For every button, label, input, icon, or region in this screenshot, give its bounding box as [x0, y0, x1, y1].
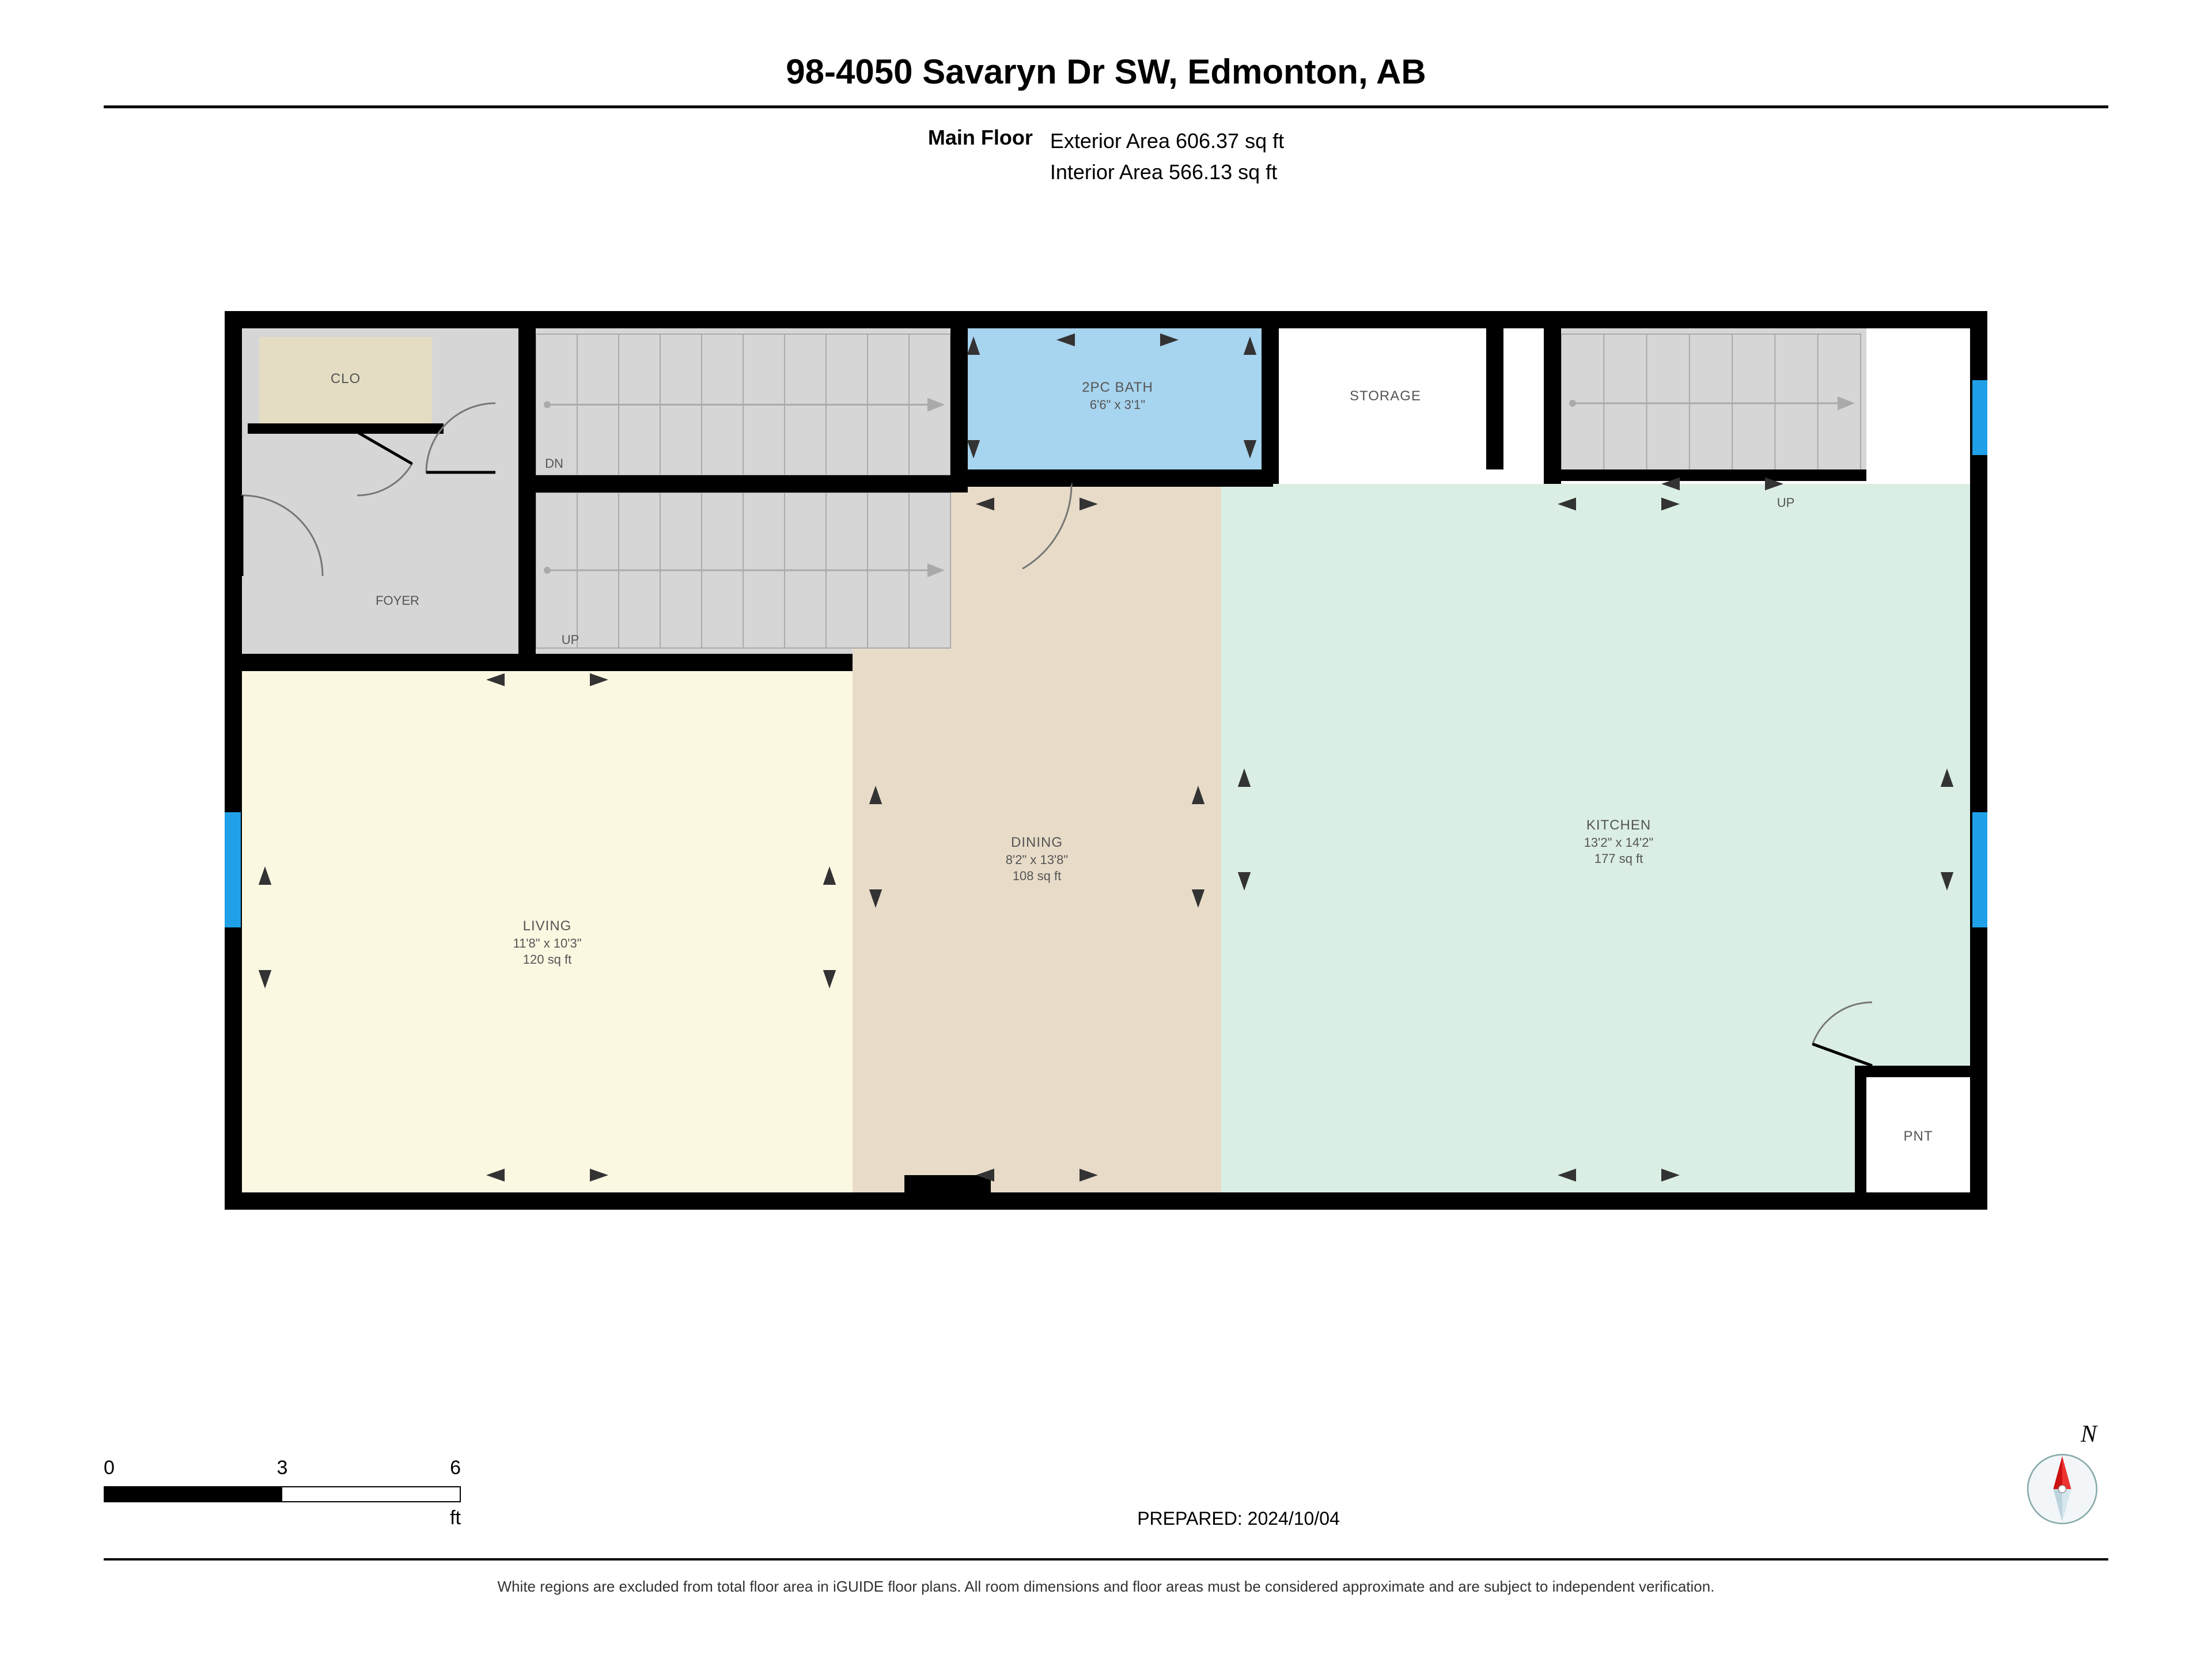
compass-n-label: N [2016, 1421, 2108, 1448]
svg-text:177 sq ft: 177 sq ft [1594, 851, 1643, 866]
footer: 0 3 6 ft PREPARED: 2024/10/04 N [0, 1421, 2212, 1596]
svg-text:CLO: CLO [331, 371, 361, 387]
scale-tick-2: 6 [450, 1457, 461, 1479]
floor-label: Main Floor [928, 126, 1033, 188]
svg-text:UP: UP [562, 632, 579, 647]
svg-text:PNT: PNT [1904, 1128, 1933, 1144]
svg-text:DN: DN [545, 456, 563, 471]
svg-text:108 sq ft: 108 sq ft [1013, 869, 1061, 883]
scale-tick-1: 3 [277, 1457, 288, 1479]
svg-text:13'2" x 14'2": 13'2" x 14'2" [1584, 835, 1654, 850]
floor-plan: LIVING 11'8" x 10'3" 120 sq ft DINING 8'2" x… [225, 311, 1987, 1256]
svg-text:FOYER: FOYER [376, 593, 419, 608]
svg-text:DINING: DINING [1011, 835, 1063, 850]
svg-text:2PC BATH: 2PC BATH [1082, 380, 1153, 395]
scale-tick-0: 0 [104, 1457, 115, 1479]
floor-meta: Main Floor Exterior Area 606.37 sq ft In… [104, 126, 2108, 188]
svg-text:UP: UP [1777, 495, 1795, 510]
exterior-area: Exterior Area 606.37 sq ft [1050, 126, 1284, 157]
svg-text:6'6" x 3'1": 6'6" x 3'1" [1090, 397, 1145, 412]
svg-text:11'8" x 10'3": 11'8" x 10'3" [513, 936, 581, 950]
scale-bar: 0 3 6 ft [104, 1457, 461, 1529]
title-rule [104, 105, 2108, 108]
svg-text:8'2" x 13'8": 8'2" x 13'8" [1006, 853, 1068, 867]
svg-text:KITCHEN: KITCHEN [1586, 817, 1651, 833]
interior-area: Interior Area 566.13 sq ft [1050, 157, 1284, 188]
page-title: 98-4050 Savaryn Dr SW, Edmonton, AB [104, 52, 2108, 105]
footer-rule [104, 1558, 2108, 1560]
compass: N [2016, 1421, 2108, 1529]
disclaimer: White regions are excluded from total fl… [104, 1578, 2108, 1596]
svg-text:STORAGE: STORAGE [1350, 388, 1421, 404]
svg-text:120 sq ft: 120 sq ft [523, 952, 571, 967]
svg-text:LIVING: LIVING [523, 918, 572, 934]
prepared-date: PREPARED: 2024/10/04 [461, 1508, 2016, 1529]
scale-unit: ft [104, 1507, 461, 1529]
